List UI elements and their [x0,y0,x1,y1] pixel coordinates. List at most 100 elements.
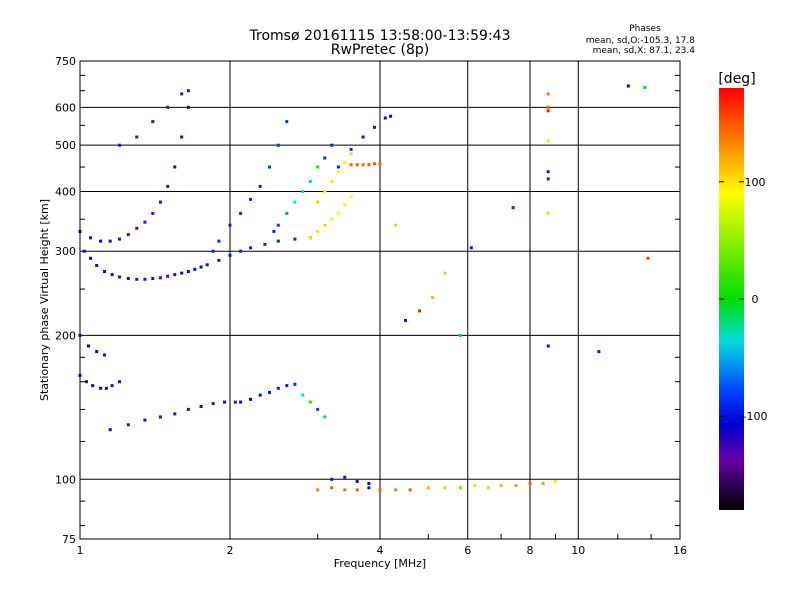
data-point [82,249,86,253]
data-point [211,402,215,406]
data-point [355,488,359,492]
data-point [233,400,237,404]
data-point [135,277,139,281]
legend-title: Phases [629,24,661,34]
data-point [258,393,262,397]
data-point [108,239,112,243]
data-point [268,390,271,394]
data-point [217,258,221,262]
data-point [389,114,393,118]
data-point [546,139,550,143]
data-point [166,184,170,188]
data-point [355,163,359,167]
data-point [173,412,177,416]
data-point [126,277,130,280]
data-point [546,105,550,109]
data-point [367,486,371,490]
data-point [143,220,147,224]
data-point [180,92,184,96]
data-point [258,184,262,188]
data-point [268,165,271,169]
legend-line-o: mean, sd,O:-105.3, 17.8 [586,36,696,46]
data-point [135,135,139,139]
grid-lines [80,61,680,539]
data-point [367,163,371,167]
data-point [546,109,550,113]
data-point [158,276,162,280]
data-point [373,125,376,129]
data-points [78,84,650,492]
data-point [186,270,190,274]
data-point [239,249,243,253]
data-point [486,486,490,490]
data-point [323,156,327,160]
data-point [336,170,340,174]
data-point [330,477,334,481]
x-tick-label: 8 [527,544,534,557]
data-point [151,120,155,124]
data-point [217,239,221,243]
data-point [205,263,209,267]
data-point [180,135,184,139]
data-point [293,382,297,386]
data-point [316,488,320,492]
data-point [330,143,334,147]
data-point [276,143,280,147]
data-point [431,296,435,299]
data-point [173,165,177,169]
data-point [343,488,347,492]
data-point [514,484,518,488]
x-tick-label: 6 [464,544,471,557]
data-point [301,190,305,193]
data-point [330,179,334,183]
data-point [443,271,447,275]
data-point [541,482,545,485]
data-point [343,475,347,479]
data-point [394,488,398,492]
x-tick-label: 4 [377,544,384,557]
data-point [126,233,130,237]
data-point [404,318,407,322]
data-point [118,237,121,241]
data-point [646,256,650,260]
data-point [110,384,114,388]
data-point [511,206,515,210]
data-point [293,237,297,241]
data-point [118,380,121,384]
plot-frame [79,60,681,540]
data-point [118,143,121,147]
x-tick-label: 10 [571,544,585,557]
data-point [211,249,215,253]
data-point [173,273,177,277]
data-point [626,84,630,88]
data-point [228,253,232,257]
chart-subtitle: RwPretec (8p) [331,42,429,58]
data-point [199,405,203,408]
data-point [118,275,121,279]
data-point [323,415,327,419]
data-point [378,488,382,492]
x-axis-label: Frequency [MHz] [334,557,426,570]
data-point [336,211,340,215]
data-point [473,484,477,488]
data-point [554,479,557,483]
data-point [166,274,170,278]
y-tick-label: 600 [55,101,76,114]
colorbar-tick-label: 0 [752,293,759,306]
data-point [84,380,88,384]
data-point [443,486,447,490]
data-point [99,386,103,390]
data-point [87,344,90,348]
data-point [249,246,253,250]
colorbar-tick-label: -100 [743,410,768,423]
y-tick-label: 500 [55,139,76,152]
data-point [285,211,289,215]
data-point [546,170,550,174]
data-point [373,162,376,166]
data-point [276,386,280,390]
y-tick-label: 300 [55,245,76,258]
data-point [349,195,353,199]
data-point [323,190,327,193]
data-point [316,165,320,169]
